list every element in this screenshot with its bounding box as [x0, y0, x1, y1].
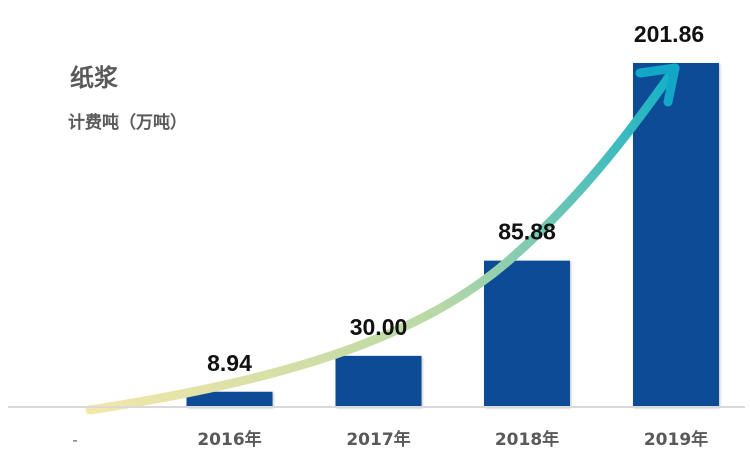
data-label-2019年: 201.86	[634, 21, 704, 47]
chart-title: 纸浆	[70, 64, 119, 92]
x-tick-label-2016年: 2016年	[197, 429, 261, 450]
bars-layer	[186, 63, 719, 407]
data-label-2016年: 8.94	[207, 350, 252, 376]
data-label-2017年: 30.00	[350, 314, 408, 340]
bar-2018年	[484, 260, 570, 407]
trend-arrow-curve	[85, 63, 680, 415]
chart-subtitle: 计费吨（万吨）	[68, 112, 187, 133]
trend-layer	[85, 63, 680, 415]
bar-2016年	[186, 391, 273, 407]
bar-2019年	[633, 63, 719, 407]
data-label-2018年: 85.88	[498, 219, 556, 245]
x-axis-origin-label: -	[72, 432, 77, 449]
x-tick-label-2018年: 2018年	[495, 429, 559, 450]
x-tick-label-2019年: 2019年	[644, 429, 708, 450]
labels-layer: 8.94 2016年 30.00 2017年 85.88 2018年 201.86 2019年	[197, 21, 708, 450]
bar-2017年	[335, 355, 422, 407]
x-tick-label-2017年: 2017年	[346, 429, 410, 450]
trend-arrow-head	[635, 63, 680, 107]
